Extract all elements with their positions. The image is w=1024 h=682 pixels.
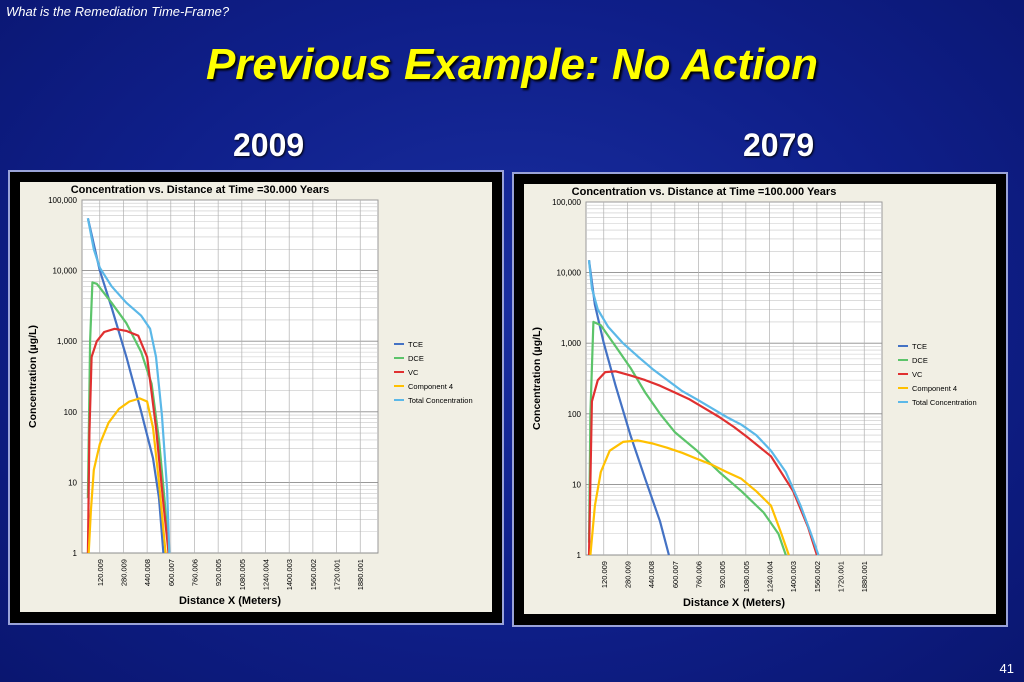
series-line-tce [587,260,670,556]
x-tick-label: 920.005 [214,559,223,586]
x-axis-label: Distance X (Meters) [683,597,785,609]
x-tick-label: 760.006 [694,561,703,588]
x-tick-label: 760.006 [190,559,199,586]
legend-entry: VC [912,370,923,379]
x-tick-label: 1720.001 [837,561,846,592]
y-tick-label: 100 [568,410,582,419]
y-tick-label: 100,000 [552,198,581,207]
x-tick-label: 440.008 [647,561,656,588]
legend-entry: DCE [408,354,424,363]
x-tick-label: 280.009 [119,559,128,586]
series-line-dce [86,281,170,554]
legend-entry: DCE [912,356,928,365]
plot-area [81,199,379,554]
x-tick-label: 1240.004 [262,559,271,590]
legend-entry: Total Concentration [408,396,473,405]
chart-svg-right: 1 10 100 1,000 10,000 100,000 120.009 280.009 44… [531,186,977,609]
x-tick-label: 1080.005 [238,559,247,590]
series-line-total-concentration [86,218,171,554]
legend-entry: Component 4 [408,382,453,391]
chart-panel-left: 1 10 100 1,000 10,000 100,000 120.009 280.009 44… [8,170,504,625]
plot-area [585,201,883,556]
series-line-total-concentration [587,260,820,556]
legend-entry: Total Concentration [912,398,977,407]
y-axis-label: Concentration (µg/L) [531,327,543,430]
chart-panel-right: 1 10 100 1,000 10,000 100,000 120.009 280.009 44… [512,172,1008,627]
x-tick-label: 120.009 [96,559,105,586]
legend-entry: TCE [912,342,927,351]
year-label-left: 2009 [233,127,305,163]
x-tick-label: 600.007 [671,561,680,588]
slide-title: Previous Example: No Action [205,40,819,89]
y-tick-label: 1,000 [561,339,582,348]
x-tick-label: 440.008 [143,559,152,586]
y-tick-label: 10 [572,480,581,489]
x-tick-label: 600.007 [167,559,176,586]
y-axis-label: Concentration (µg/L) [27,325,39,428]
legend-entry: TCE [408,340,423,349]
header-note: What is the Remediation Time-Frame? [6,4,230,19]
y-tick-label: 100 [64,408,78,417]
x-tick-label: 1880.001 [356,559,365,590]
y-tick-label: 10 [68,478,77,487]
series-line-dce [587,320,787,556]
y-tick-label: 1 [577,551,582,560]
legend-entry: Component 4 [912,384,957,393]
legend-entry: VC [408,368,419,377]
series-line-component-4 [87,397,167,554]
x-tick-label: 280.009 [623,561,632,588]
x-tick-label: 1080.005 [742,561,751,592]
y-tick-label: 10,000 [557,269,582,278]
x-tick-label: 1240.004 [766,561,775,592]
x-tick-label: 1880.001 [860,561,869,592]
y-tick-label: 100,000 [48,196,77,205]
page-number: 41 [999,661,1014,676]
x-tick-label: 1560.002 [309,559,318,590]
x-tick-label: 1400.003 [789,561,798,592]
y-tick-label: 10,000 [53,267,78,276]
chart-area-right: 1 10 100 1,000 10,000 100,000 120.009 280.009 44… [524,184,996,614]
x-tick-label: 1560.002 [813,561,822,592]
y-tick-label: 1,000 [57,337,78,346]
x-axis-label: Distance X (Meters) [179,595,281,607]
x-tick-label: 120.009 [600,561,609,588]
series-line-tce [86,218,165,554]
year-label-right: 2079 [743,127,815,163]
chart-title: Concentration vs. Distance at Time =30.0… [71,184,330,196]
x-tick-label: 920.005 [718,561,727,588]
x-tick-label: 1400.003 [285,559,294,590]
series-line-vc [86,327,170,554]
series-line-vc [587,370,818,556]
chart-title: Concentration vs. Distance at Time =100.… [572,186,837,198]
x-tick-label: 1720.001 [333,559,342,590]
y-tick-label: 1 [73,549,78,558]
series-line-component-4 [589,439,790,556]
chart-area-left: 1 10 100 1,000 10,000 100,000 120.009 280.009 44… [20,182,492,612]
chart-svg-left: 1 10 100 1,000 10,000 100,000 120.009 280.009 44… [27,184,473,607]
